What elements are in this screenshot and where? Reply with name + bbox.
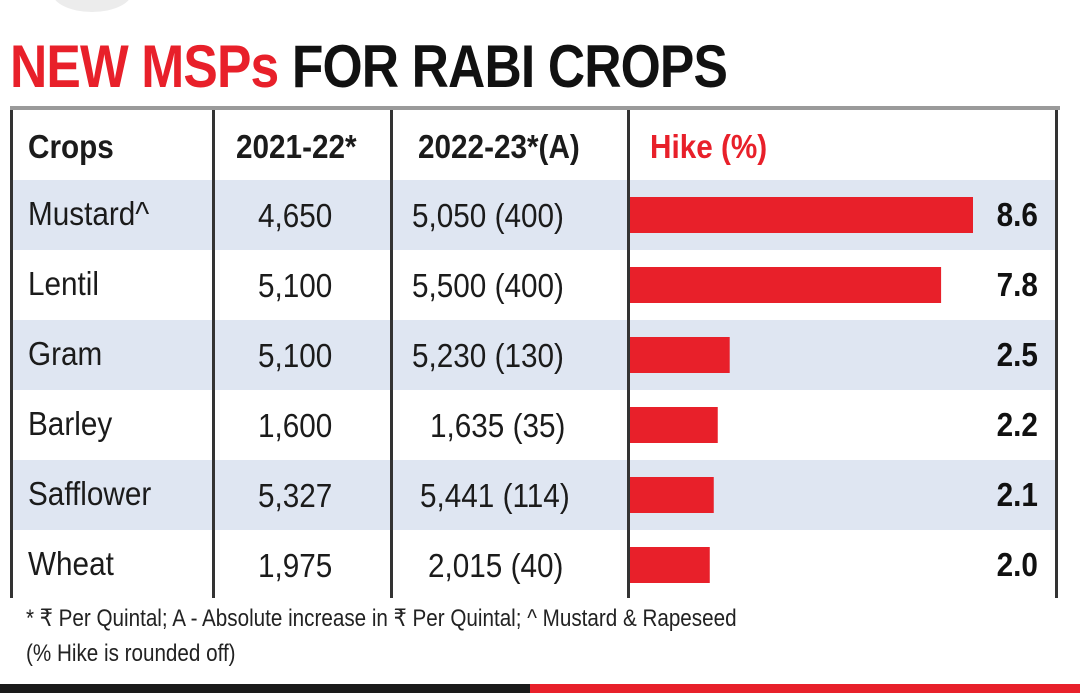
msp-2022-23: 1,635 (35) <box>430 407 566 444</box>
hike-value-label: 7.8 <box>996 266 1038 303</box>
crop-name: Wheat <box>28 545 114 582</box>
msp-2021-22: 1,600 <box>258 407 333 444</box>
column-divider <box>627 110 630 598</box>
title-red-part: NEW MSPs <box>10 33 279 100</box>
crop-name: Mustard^ <box>28 195 150 232</box>
hike-value-label: 2.1 <box>996 476 1038 513</box>
msp-2022-23: 5,500 (400) <box>412 267 564 304</box>
column-divider <box>212 110 215 598</box>
footnote-line-1: * ₹ Per Quintal; A - Absolute increase i… <box>26 605 737 632</box>
crop-name: Barley <box>28 405 113 442</box>
row-background <box>13 460 1055 530</box>
header-hike: Hike (%) <box>650 128 768 165</box>
title-black-part: FOR RABI CROPS <box>291 33 728 100</box>
msp-2022-23: 5,441 (114) <box>420 477 570 514</box>
hike-value-label: 2.2 <box>996 406 1038 443</box>
hike-value-label: 2.5 <box>996 336 1038 373</box>
msp-2022-23: 5,230 (130) <box>412 337 564 374</box>
msp-2022-23: 2,015 (40) <box>428 547 564 584</box>
hike-value-label: 2.0 <box>996 546 1038 583</box>
msp-2021-22: 5,100 <box>258 267 333 304</box>
column-divider <box>390 110 393 598</box>
table-frame <box>10 110 1058 598</box>
chart-title: NEW MSPs FOR RABI CROPS <box>10 32 728 102</box>
msp-2021-22: 5,327 <box>258 477 333 514</box>
msp-2021-22: 1,975 <box>258 547 333 584</box>
msp-2021-22: 4,650 <box>258 197 333 234</box>
bottom-bar-red <box>530 684 1080 693</box>
msp-2022-23: 5,050 (400) <box>412 197 564 234</box>
title-rule <box>10 106 1060 110</box>
header-2022-23: 2022-23*(A) <box>418 128 580 165</box>
crop-name: Safflower <box>28 475 152 512</box>
footnote-line-2: (% Hike is rounded off) <box>26 640 236 667</box>
hike-value-label: 8.6 <box>996 196 1038 233</box>
crop-name: Gram <box>28 335 103 372</box>
top-decoration <box>52 0 132 12</box>
bottom-bar-dark <box>0 684 530 693</box>
header-2021-22: 2021-22* <box>236 128 357 165</box>
row-background <box>13 320 1055 390</box>
header-crops: Crops <box>28 128 114 165</box>
msp-2021-22: 5,100 <box>258 337 333 374</box>
crop-name: Lentil <box>28 265 100 302</box>
